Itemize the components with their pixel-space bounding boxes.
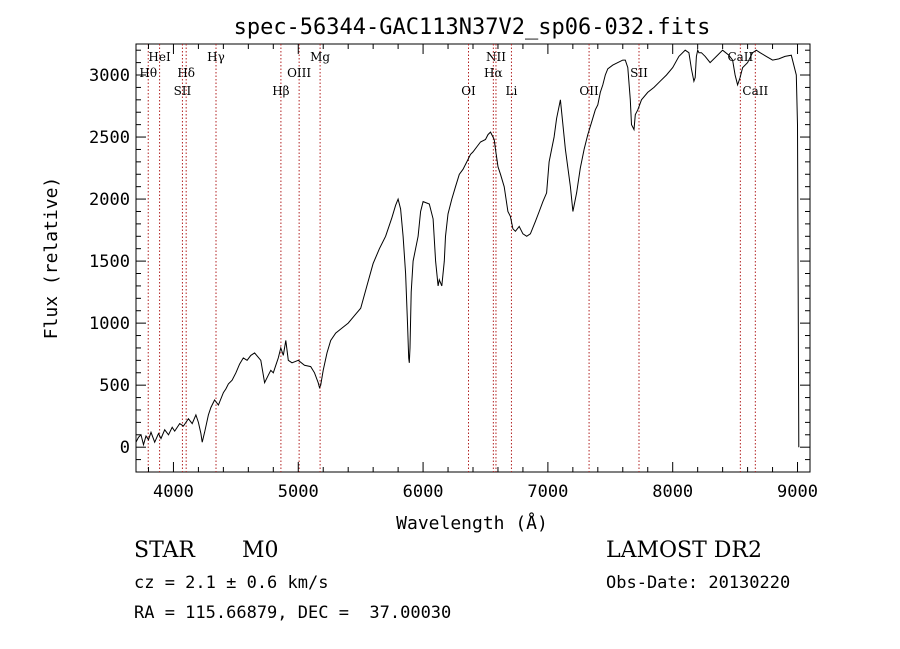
spectrum-line [135,48,800,448]
survey-name: LAMOST DR2 [606,538,762,563]
x-tick-label: 9000 [777,482,818,502]
x-axis-label: Wavelength (Å) [396,512,548,534]
coordinates-text: RA = 115.66879, DEC = 37.00030 [134,603,452,623]
plot-frame [135,43,811,473]
object-subclass: M0 [242,538,279,563]
y-tick-label: 2000 [89,190,130,210]
x-tick-label: 4000 [153,482,194,502]
marker-label: OI [461,84,476,98]
obs-date: Obs-Date: 20130220 [606,573,791,593]
marker-label: Hγ [207,50,225,64]
y-tick-label: 3000 [89,66,130,86]
marker-label: NII [486,50,506,64]
marker-label: Li [506,84,518,98]
y-tick-label: 0 [120,438,130,458]
y-axis-label: Flux (relative) [41,177,62,340]
marker-label: SII [174,84,192,98]
marker-label: HeI [148,50,171,64]
y-tick-label: 2500 [89,128,130,148]
x-tick-label: 5000 [278,482,319,502]
marker-label: Hθ [139,66,157,80]
chart-title: spec-56344-GAC113N37V2_sp06-032.fits [234,15,711,40]
object-class: STAR [134,538,195,563]
marker-label: CaII [742,84,768,98]
marker-label: SII [630,66,648,80]
spectrum-chart: spec-56344-GAC113N37V2_sp06-032.fits HθH… [41,15,818,534]
marker-label: Hβ [272,84,289,98]
x-tick-label: 8000 [652,482,693,502]
y-tick-label: 500 [99,376,130,396]
marker-label: Hδ [177,66,195,80]
marker-label: OII [579,84,599,98]
y-tick-label: 1500 [89,252,130,272]
y-tick-label: 1000 [89,314,130,334]
marker-label: CaII [727,50,753,64]
axes: 4000 5000 6000 7000 8000 9000 0 500 1000 1500 2000… [89,44,818,502]
marker-label: Mg [310,50,330,64]
marker-label: OIII [287,66,311,80]
redshift-text: cz = 2.1 ± 0.6 km/s [134,573,329,593]
x-tick-label: 7000 [527,482,568,502]
x-tick-label: 6000 [403,482,444,502]
marker-label: Hα [484,66,503,80]
